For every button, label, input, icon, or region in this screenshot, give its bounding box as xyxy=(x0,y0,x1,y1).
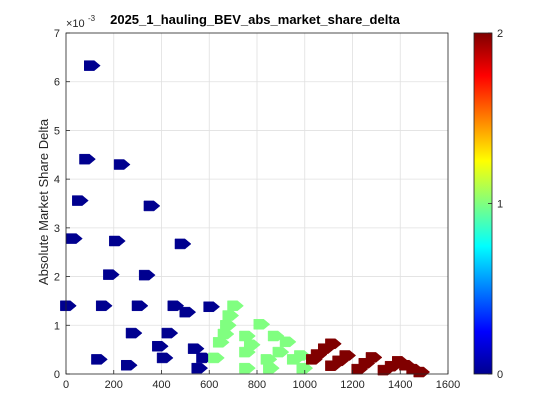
data-point xyxy=(187,343,205,354)
data-point xyxy=(156,352,174,364)
data-point xyxy=(296,362,314,374)
data-point xyxy=(227,300,244,312)
data-point xyxy=(103,269,120,280)
data-point xyxy=(286,354,304,365)
y-tick-label: 7 xyxy=(54,28,60,40)
x-tick-label: 1400 xyxy=(388,379,412,391)
x-tick-label: 600 xyxy=(200,379,218,391)
data-point xyxy=(79,153,96,165)
y-exponent-base: ×10 xyxy=(66,18,85,30)
data-point xyxy=(91,354,108,365)
data-point xyxy=(152,340,169,352)
data-point xyxy=(72,195,89,206)
x-tick-label: 1200 xyxy=(340,379,364,391)
x-tick-label: 200 xyxy=(105,379,123,391)
data-point xyxy=(212,337,230,348)
data-point xyxy=(208,352,225,364)
x-tick-label: 0 xyxy=(63,379,69,391)
y-tick-label: 4 xyxy=(54,174,60,186)
chart-title: 2025_1_hauling_BEV_abs_market_share_delt… xyxy=(110,12,401,27)
data-point xyxy=(279,336,297,348)
data-point xyxy=(220,320,237,331)
data-point xyxy=(306,354,323,365)
data-point xyxy=(113,159,131,170)
data-point xyxy=(161,327,179,339)
y-axis-ticks: 0 1 2 3 4 5 6 7 xyxy=(54,28,70,381)
data-point xyxy=(109,235,126,247)
data-point xyxy=(260,354,278,365)
data-point xyxy=(121,359,138,371)
data-point xyxy=(239,362,256,374)
data-point xyxy=(60,300,77,312)
data-points xyxy=(60,60,431,378)
x-tick-label: 800 xyxy=(248,379,266,391)
colorbar-tick-label: 2 xyxy=(497,28,503,40)
colorbar-ticks: 0 1 2 xyxy=(488,28,503,381)
data-point xyxy=(174,238,192,250)
y-tick-label: 6 xyxy=(54,77,60,89)
data-point xyxy=(377,364,395,376)
data-point xyxy=(95,300,113,312)
colorbar: 0 1 2 xyxy=(473,28,503,381)
data-point xyxy=(239,330,256,342)
y-exponent-label: ×10 -3 xyxy=(66,14,96,30)
y-tick-label: 5 xyxy=(54,125,60,137)
data-point xyxy=(351,363,369,375)
y-tick-label: 2 xyxy=(54,272,60,284)
data-point xyxy=(131,300,149,312)
y-exponent-power: -3 xyxy=(88,14,96,23)
data-point xyxy=(239,346,256,358)
plot-area: 0 200 400 600 800 1000 1200 1400 1600 0 1 2 3 4 5 6 7 xyxy=(54,28,460,391)
x-axis-ticks: 0 200 400 600 800 1000 1200 1400 1600 xyxy=(63,370,460,391)
data-point xyxy=(325,360,342,371)
x-tick-label: 1600 xyxy=(436,379,460,391)
y-tick-label: 3 xyxy=(54,223,60,235)
data-point xyxy=(143,200,161,212)
y-tick-label: 0 xyxy=(54,369,60,381)
data-point xyxy=(84,60,101,71)
data-point xyxy=(263,362,280,374)
data-point xyxy=(179,306,197,318)
colorbar-tick-label: 0 xyxy=(497,369,503,381)
data-point xyxy=(413,366,431,378)
y-axis-label: Absolute Market Share Delta xyxy=(36,118,51,285)
x-tick-label: 1000 xyxy=(293,379,317,391)
data-point xyxy=(203,301,221,313)
data-point xyxy=(125,327,143,339)
data-point xyxy=(222,310,240,321)
data-point xyxy=(272,346,290,358)
y-tick-label: 1 xyxy=(54,320,60,332)
data-point xyxy=(253,319,271,330)
data-point xyxy=(191,362,209,374)
x-tick-label: 400 xyxy=(152,379,170,391)
data-point xyxy=(138,269,156,281)
colorbar-tick-label: 1 xyxy=(497,199,503,211)
